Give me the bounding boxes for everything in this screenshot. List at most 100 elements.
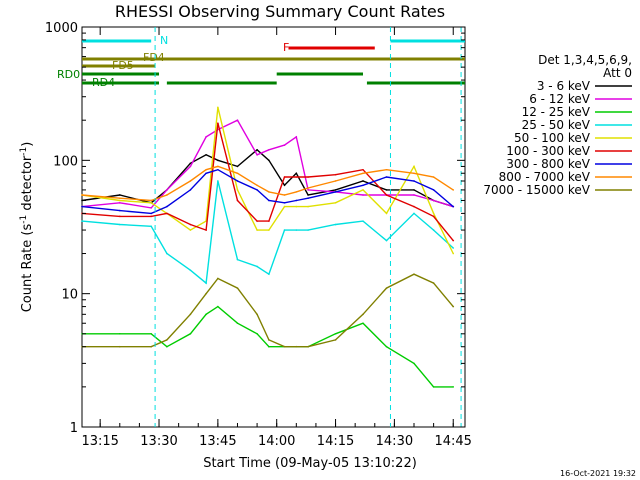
series-point bbox=[205, 313, 207, 316]
series-point bbox=[452, 189, 455, 191]
y-tick-label: 1 bbox=[70, 421, 78, 436]
series-point bbox=[189, 333, 192, 335]
series-point bbox=[236, 165, 239, 168]
series-point bbox=[150, 333, 152, 335]
series-point bbox=[334, 173, 337, 176]
legend-label: 25 - 50 keV bbox=[522, 118, 591, 132]
series-point bbox=[432, 386, 435, 388]
series-point bbox=[295, 136, 298, 138]
series-point bbox=[217, 165, 219, 168]
series-point bbox=[413, 205, 415, 208]
series-point bbox=[268, 199, 270, 202]
series-point bbox=[362, 220, 364, 222]
series-point bbox=[334, 202, 337, 204]
series-point bbox=[81, 205, 83, 208]
series-point bbox=[413, 165, 415, 168]
series-point bbox=[205, 136, 207, 138]
legend-label: 6 - 12 keV bbox=[529, 92, 591, 106]
series-point bbox=[295, 229, 298, 231]
series-point bbox=[150, 199, 152, 202]
x-tick-label: 14:15 bbox=[317, 434, 354, 449]
series-point bbox=[189, 269, 192, 271]
series-point bbox=[189, 162, 192, 165]
series-point bbox=[307, 187, 309, 189]
legend-label: 12 - 25 keV bbox=[522, 105, 591, 119]
series-point bbox=[268, 148, 270, 151]
series-point bbox=[118, 215, 121, 218]
series-point bbox=[205, 292, 207, 295]
series-point bbox=[432, 215, 435, 218]
series-point bbox=[362, 313, 364, 316]
series-point bbox=[432, 189, 435, 191]
x-tick-label: 13:15 bbox=[81, 434, 118, 449]
series-line-9 bbox=[82, 273, 454, 348]
series-point bbox=[307, 194, 309, 196]
series-point bbox=[189, 189, 192, 191]
series-point bbox=[189, 313, 192, 316]
series-point bbox=[118, 209, 121, 212]
series-point bbox=[118, 223, 121, 226]
series-point bbox=[413, 189, 415, 191]
series-point bbox=[283, 202, 286, 204]
flag-label-fd4: FD4 bbox=[143, 51, 165, 64]
series-point bbox=[432, 199, 435, 202]
series-point bbox=[334, 180, 337, 182]
series-point bbox=[452, 386, 455, 388]
y-axis-ticks: 1 10 100 1000 bbox=[45, 21, 465, 436]
series-point bbox=[283, 345, 286, 348]
y-tick-label: 1000 bbox=[45, 21, 78, 36]
series-point bbox=[295, 176, 298, 178]
series-point bbox=[189, 229, 192, 231]
series-point bbox=[362, 180, 364, 182]
series-point bbox=[334, 223, 337, 226]
series-point bbox=[205, 282, 207, 284]
series-point bbox=[256, 189, 258, 191]
series-point bbox=[362, 189, 364, 191]
series-point bbox=[118, 202, 121, 204]
series-point bbox=[295, 205, 298, 208]
series-point bbox=[413, 194, 415, 196]
series-point bbox=[118, 197, 121, 199]
series-point bbox=[307, 176, 309, 178]
series-point bbox=[307, 345, 309, 348]
series-point bbox=[268, 229, 270, 231]
x-tick-label: 13:30 bbox=[140, 434, 177, 449]
series-point bbox=[81, 220, 83, 222]
y-axis-label: Count Rate (s-1 detector-1) bbox=[19, 142, 35, 313]
series-point bbox=[118, 194, 121, 196]
series-point bbox=[283, 205, 286, 208]
series-point bbox=[236, 172, 239, 175]
series-point bbox=[236, 322, 239, 325]
legend-label: 50 - 100 keV bbox=[514, 131, 591, 145]
series-point bbox=[150, 345, 152, 348]
series-point bbox=[150, 207, 152, 209]
series-point bbox=[217, 277, 219, 280]
series-point bbox=[81, 194, 83, 196]
series-point bbox=[432, 282, 435, 284]
series-point bbox=[205, 229, 207, 231]
y-tick-label: 10 bbox=[61, 288, 78, 303]
series-point bbox=[256, 154, 258, 156]
series-point bbox=[150, 202, 152, 204]
series-point bbox=[256, 333, 258, 335]
series-point bbox=[217, 168, 219, 171]
series-point bbox=[432, 229, 435, 231]
plot-frame bbox=[81, 26, 466, 428]
series-point bbox=[452, 252, 455, 255]
series-point bbox=[205, 168, 207, 171]
series-point bbox=[166, 345, 168, 348]
series-point bbox=[189, 180, 192, 182]
series-point bbox=[236, 180, 239, 182]
series-point bbox=[268, 345, 270, 348]
series-point bbox=[362, 194, 364, 196]
series-point bbox=[413, 180, 415, 182]
series-point bbox=[118, 333, 121, 335]
series-line-4 bbox=[81, 180, 454, 285]
x-axis-ticks: 13:15 13:30 13:45 14:00 14:15 14:30 14:45 bbox=[81, 27, 472, 449]
series-point bbox=[150, 215, 152, 218]
series-point bbox=[334, 189, 337, 191]
series-point bbox=[307, 229, 309, 231]
series-point bbox=[236, 119, 239, 121]
x-axis-label: Start Time (09-May-05 13:10:22) bbox=[203, 456, 417, 471]
series-point bbox=[432, 212, 435, 215]
